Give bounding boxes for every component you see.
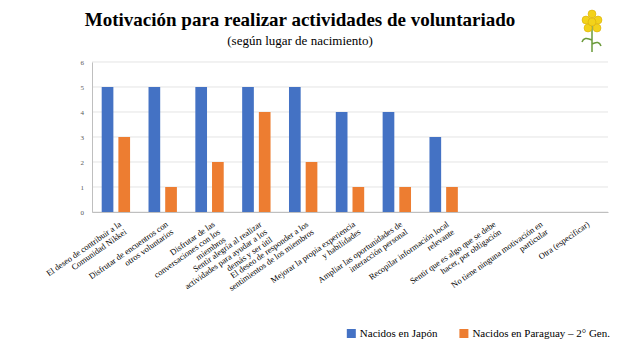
x-tick-label-line: Otra (especificar) — [537, 219, 592, 262]
bar — [212, 162, 224, 212]
bar — [118, 137, 130, 212]
y-tick-label: 4 — [81, 109, 85, 117]
y-axis: 0 1 2 3 4 5 6 — [81, 59, 93, 217]
y-tick-label: 0 — [81, 209, 85, 217]
bar — [540, 212, 552, 213]
bar — [149, 87, 161, 212]
series — [118, 112, 457, 212]
grid-line — [92, 137, 608, 138]
bar — [570, 212, 582, 213]
decoration-petal — [588, 18, 596, 26]
bar — [429, 137, 441, 212]
x-tick: El deseo de contribuir a la Comunidad Ni… — [44, 212, 129, 286]
y-tick-label: 3 — [81, 134, 85, 142]
chart: Motivación para realizar actividades de … — [0, 0, 624, 351]
y-tick-label: 6 — [81, 59, 85, 67]
x-tick-label-line: Mejorar la propia experiencia — [269, 219, 357, 285]
y-tick: 2 — [81, 159, 93, 167]
x-tick-label-line: Sentir que es algo que se debe — [408, 219, 498, 286]
x-tick-label: No tiene ninguna motivación en particula… — [449, 219, 550, 298]
grid-line — [92, 162, 608, 163]
x-tick: Ampliar las oportunidades de interacción… — [316, 212, 410, 292]
x-tick-label-line: Ampliar las oportunidades de — [316, 219, 404, 285]
bar — [476, 212, 488, 213]
decoration-petal — [588, 10, 596, 18]
bar — [306, 162, 318, 212]
x-axis: El deseo de contribuir a la Comunidad Ni… — [44, 212, 608, 300]
y-tick: 4 — [81, 109, 93, 117]
bar — [383, 112, 395, 212]
bar — [195, 87, 207, 212]
plot: 0 1 2 3 4 5 6 El deseo de contribuir a la Comun… — [44, 59, 608, 300]
legend-label: Nacidos en Paraguay – 2° Gen. — [472, 327, 610, 339]
x-tick: Otra (especificar) — [537, 212, 592, 261]
legend: Nacidos en Japón Nacidos en Paraguay – 2°… — [347, 327, 610, 339]
x-tick-label: Disfrutar de encuentros con otros volunt… — [87, 219, 176, 289]
bar — [523, 212, 535, 213]
x-tick: Disfrutar de encuentros con otros volunt… — [87, 212, 176, 289]
y-tick: 5 — [81, 84, 93, 92]
bar — [336, 112, 348, 212]
y-tick: 1 — [81, 184, 93, 192]
bar — [289, 87, 301, 212]
y-tick-label: 1 — [81, 184, 85, 192]
bar — [353, 187, 365, 212]
legend-label: Nacidos en Japón — [360, 327, 438, 339]
grid-line — [92, 62, 608, 63]
x-tick-label-line: El deseo de responder a los — [228, 219, 310, 280]
x-tick: No tiene ninguna motivación en particula… — [449, 212, 550, 297]
bar — [102, 87, 114, 212]
title: Motivación para realizar actividades de … — [85, 9, 515, 30]
x-tick-label-line: El deseo de contribuir a la — [44, 219, 123, 278]
bar — [399, 187, 411, 212]
x-axis-line — [93, 212, 609, 213]
y-tick: 0 — [81, 209, 93, 217]
grid — [92, 62, 608, 212]
bars — [102, 87, 458, 212]
grid-line — [92, 112, 608, 113]
bar — [242, 87, 254, 212]
y-tick-label: 2 — [81, 159, 85, 167]
x-tick-label-line: No tiene ninguna motivación en — [449, 219, 545, 290]
legend-item: Nacidos en Paraguay – 2° Gen. — [459, 327, 610, 339]
y-tick: 3 — [81, 134, 93, 142]
legend-swatch — [347, 329, 356, 338]
legend-swatch — [459, 329, 468, 338]
legend-item: Nacidos en Japón — [347, 327, 438, 339]
subtitle: (según lugar de nacimiento) — [227, 33, 372, 48]
decoration — [582, 10, 602, 52]
y-tick-label: 5 — [81, 84, 85, 92]
y-axis-line — [92, 63, 93, 213]
bar — [587, 212, 599, 213]
grid-line — [92, 87, 608, 88]
bar — [493, 212, 505, 213]
bar — [259, 112, 271, 212]
bar — [165, 187, 177, 212]
bar — [446, 187, 458, 212]
x-tick: Mejorar la propia experiencia y habilida… — [269, 212, 363, 293]
y-tick: 6 — [81, 59, 93, 67]
x-tick-label: Otra (especificar) — [537, 219, 592, 262]
series — [102, 87, 441, 212]
